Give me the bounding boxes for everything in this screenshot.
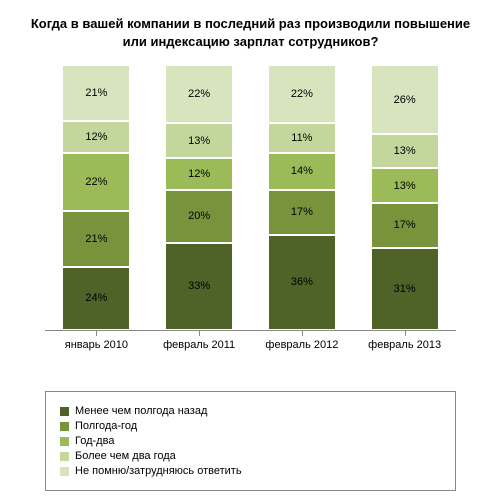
legend-item: Более чем два года bbox=[60, 450, 441, 462]
plot-area: 24%21%22%12%21%33%20%12%13%22%36%17%14%1… bbox=[45, 65, 456, 331]
axis-tick bbox=[405, 331, 406, 336]
stacked-bar: 33%20%12%13%22% bbox=[165, 65, 233, 330]
bar-segment: 21% bbox=[62, 65, 130, 121]
legend-item: Год-два bbox=[60, 435, 441, 447]
bar-segment: 11% bbox=[268, 123, 336, 152]
legend-swatch bbox=[60, 407, 69, 416]
legend-item: Менее чем полгода назад bbox=[60, 405, 441, 417]
bar-group: 36%17%14%11%22% bbox=[262, 65, 342, 330]
axis-tick bbox=[96, 331, 97, 336]
legend-swatch bbox=[60, 422, 69, 431]
bar-segment: 24% bbox=[62, 267, 130, 331]
legend-label: Полгода-год bbox=[75, 420, 137, 432]
bar-segment: 21% bbox=[62, 211, 130, 267]
bar-segment: 22% bbox=[268, 65, 336, 123]
x-axis-label-text: февраль 2013 bbox=[368, 339, 441, 351]
bar-segment: 22% bbox=[165, 65, 233, 123]
legend-item: Не помню/затрудняюсь ответить bbox=[60, 465, 441, 477]
legend-label: Менее чем полгода назад bbox=[75, 405, 207, 417]
bar-segment: 31% bbox=[371, 248, 439, 330]
legend-label: Не помню/затрудняюсь ответить bbox=[75, 465, 242, 477]
legend-label: Более чем два года bbox=[75, 450, 176, 462]
legend-item: Полгода-год bbox=[60, 420, 441, 432]
chart-container: Когда в вашей компании в последний раз п… bbox=[0, 0, 501, 500]
bar-segment: 14% bbox=[268, 153, 336, 190]
bar-group: 24%21%22%12%21% bbox=[56, 65, 136, 330]
stacked-bar: 36%17%14%11%22% bbox=[268, 65, 336, 330]
legend: Менее чем полгода назад Полгода-год Год-дв… bbox=[45, 391, 456, 491]
stacked-bar: 31%17%13%13%26% bbox=[371, 65, 439, 330]
legend-swatch bbox=[60, 452, 69, 461]
bar-group: 31%17%13%13%26% bbox=[365, 65, 445, 330]
bar-segment: 17% bbox=[268, 190, 336, 235]
axis-tick bbox=[199, 331, 200, 336]
x-axis-label: февраль 2012 bbox=[262, 339, 342, 351]
bar-segment: 12% bbox=[165, 158, 233, 190]
bar-segment: 20% bbox=[165, 190, 233, 243]
x-axis-label: февраль 2013 bbox=[365, 339, 445, 351]
stacked-bar: 24%21%22%12%21% bbox=[62, 65, 130, 330]
x-axis-label-text: январь 2010 bbox=[65, 339, 128, 351]
axis-tick bbox=[302, 331, 303, 336]
x-axis-label: февраль 2011 bbox=[159, 339, 239, 351]
legend-label: Год-два bbox=[75, 435, 114, 447]
chart-title: Когда в вашей компании в последний раз п… bbox=[25, 15, 476, 50]
x-axis-label: январь 2010 bbox=[56, 339, 136, 351]
bar-segment: 33% bbox=[165, 243, 233, 330]
legend-swatch bbox=[60, 437, 69, 446]
bar-segment: 13% bbox=[371, 168, 439, 202]
x-axis-label-text: февраль 2012 bbox=[265, 339, 338, 351]
legend-swatch bbox=[60, 467, 69, 476]
bar-segment: 12% bbox=[62, 121, 130, 153]
bar-segment: 26% bbox=[371, 65, 439, 134]
bar-segment: 36% bbox=[268, 235, 336, 330]
x-axis-labels: январь 2010 февраль 2011 февраль 2012 февра… bbox=[45, 339, 456, 351]
bar-group: 33%20%12%13%22% bbox=[159, 65, 239, 330]
bar-segment: 13% bbox=[371, 134, 439, 168]
bar-segment: 22% bbox=[62, 153, 130, 211]
bar-segment: 17% bbox=[371, 203, 439, 248]
x-axis-label-text: февраль 2011 bbox=[163, 339, 235, 351]
bar-segment: 13% bbox=[165, 123, 233, 157]
